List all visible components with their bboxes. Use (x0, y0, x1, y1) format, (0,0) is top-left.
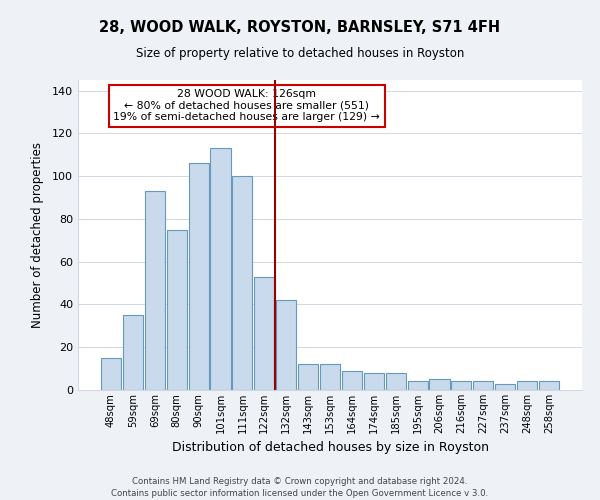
Text: Contains public sector information licensed under the Open Government Licence v : Contains public sector information licen… (112, 489, 488, 498)
Bar (430, 380, 449, 390)
Y-axis label: Number of detached properties: Number of detached properties (31, 142, 44, 328)
Bar (539, 382, 559, 390)
Bar (188, 164, 209, 390)
Bar (451, 382, 472, 390)
Bar (495, 384, 515, 390)
Bar (386, 373, 406, 390)
Bar (320, 364, 340, 390)
Bar (298, 364, 318, 390)
Text: 28 WOOD WALK: 126sqm
← 80% of detached houses are smaller (551)
19% of semi-deta: 28 WOOD WALK: 126sqm ← 80% of detached h… (113, 90, 380, 122)
Bar (123, 315, 143, 390)
Bar (101, 358, 121, 390)
Bar (342, 371, 362, 390)
Bar (364, 373, 384, 390)
Bar (167, 230, 187, 390)
Bar (254, 276, 274, 390)
Bar (407, 382, 428, 390)
Bar (145, 191, 165, 390)
Text: Size of property relative to detached houses in Royston: Size of property relative to detached ho… (136, 48, 464, 60)
Bar (517, 382, 537, 390)
Text: 28, WOOD WALK, ROYSTON, BARNSLEY, S71 4FH: 28, WOOD WALK, ROYSTON, BARNSLEY, S71 4F… (100, 20, 500, 35)
Bar (276, 300, 296, 390)
Text: Contains HM Land Registry data © Crown copyright and database right 2024.: Contains HM Land Registry data © Crown c… (132, 478, 468, 486)
Bar (211, 148, 230, 390)
X-axis label: Distribution of detached houses by size in Royston: Distribution of detached houses by size … (172, 442, 488, 454)
Bar (232, 176, 253, 390)
Bar (473, 382, 493, 390)
